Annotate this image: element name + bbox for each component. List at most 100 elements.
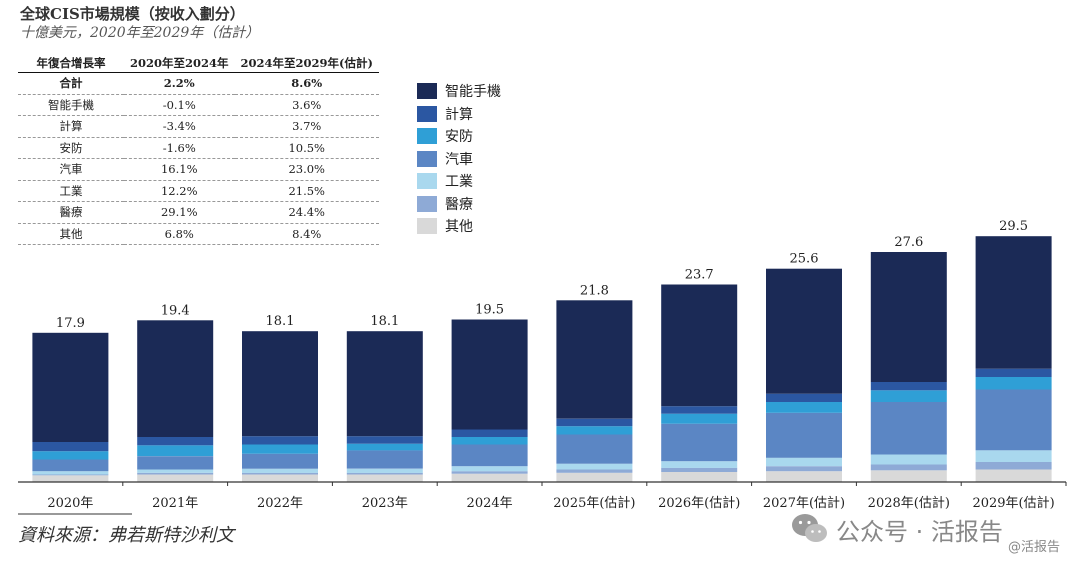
x-tick-label: 2028年(估計) bbox=[868, 495, 950, 511]
bar-segment bbox=[451, 466, 528, 472]
bar-segment bbox=[451, 471, 528, 474]
cagr-table-row: 計算 -3.4% 3.7% bbox=[18, 115, 379, 138]
legend-item: 計算 bbox=[417, 103, 501, 126]
watermark-text: 公众号 · 活报告 bbox=[836, 518, 1003, 546]
bar-segment bbox=[137, 320, 214, 437]
cagr-2024-2029-cell: 3.7% bbox=[234, 115, 379, 138]
legend-item: 智能手機 bbox=[417, 80, 501, 103]
cagr-2024-2029-cell: 23.0% bbox=[234, 158, 379, 181]
bar-total-label: 19.4 bbox=[161, 303, 190, 318]
bar-segment bbox=[766, 457, 842, 467]
legend-swatch bbox=[417, 105, 437, 122]
source-note: 資料來源：弗若斯特沙利文 bbox=[18, 525, 234, 546]
bar-segment bbox=[975, 450, 1052, 462]
legend-item: 其他 bbox=[417, 215, 501, 238]
cagr-2024-2029-cell: 3.6% bbox=[234, 94, 379, 116]
bar-total-label: 27.6 bbox=[894, 235, 923, 250]
cagr-2024-2029-cell: 10.5% bbox=[234, 137, 379, 159]
bar-segment bbox=[975, 462, 1052, 470]
legend-label: 工業 bbox=[445, 174, 473, 191]
bar-segment bbox=[661, 461, 738, 468]
legend-item: 汽車 bbox=[417, 148, 501, 171]
bar-segment bbox=[346, 443, 423, 451]
cagr-segment-cell: 安防 bbox=[18, 137, 124, 159]
legend-label: 智能手機 bbox=[445, 84, 501, 101]
legend-swatch bbox=[417, 173, 437, 190]
bar-segment bbox=[556, 418, 633, 427]
bar-segment bbox=[137, 437, 214, 446]
x-tick-label: 2020年 bbox=[47, 496, 93, 511]
bar-segment bbox=[766, 268, 842, 394]
x-tick-label: 2025年(估計) bbox=[553, 495, 635, 511]
bar-segment bbox=[870, 390, 947, 402]
legend-label: 其他 bbox=[445, 219, 473, 236]
bar-segment bbox=[766, 393, 842, 402]
bar-segment bbox=[137, 474, 214, 482]
bar-total-label: 18.1 bbox=[370, 314, 399, 329]
x-tick-label: 2022年 bbox=[257, 496, 303, 511]
bar-segment bbox=[242, 474, 318, 482]
cagr-table-row: 智能手機 -0.1% 3.6% bbox=[18, 94, 379, 116]
x-tick-label: 2027年(估計) bbox=[763, 495, 845, 511]
legend-item: 工業 bbox=[417, 170, 501, 193]
x-tick-label: 2021年 bbox=[152, 496, 198, 511]
cagr-segment-cell: 汽車 bbox=[18, 158, 124, 181]
bar-segment bbox=[32, 475, 109, 482]
cagr-segment-cell: 合計 bbox=[18, 72, 124, 95]
bar-segment bbox=[346, 468, 423, 473]
bar-segment bbox=[242, 444, 318, 454]
x-tick-label: 2026年(估計) bbox=[658, 495, 740, 511]
legend-label: 醫療 bbox=[445, 196, 473, 213]
bar-segment bbox=[346, 474, 423, 482]
bar-total-label: 29.5 bbox=[999, 219, 1028, 234]
x-tick-label: 2023年 bbox=[362, 496, 408, 511]
legend-swatch bbox=[417, 195, 437, 212]
cagr-2024-2029-cell: 21.5% bbox=[234, 180, 379, 202]
bar-total-label: 25.6 bbox=[790, 252, 819, 267]
cagr-segment-cell: 工業 bbox=[18, 180, 124, 202]
bar-total-label: 18.1 bbox=[266, 314, 295, 329]
bar-segment bbox=[346, 450, 423, 469]
bar-segment bbox=[556, 472, 633, 482]
bar-total-label: 19.5 bbox=[475, 303, 504, 318]
legend-label: 計算 bbox=[445, 106, 473, 123]
bar-segment bbox=[661, 284, 738, 407]
page-subtitle: 十億美元，2020年至2029年（估計） bbox=[20, 25, 260, 41]
bar-segment bbox=[975, 469, 1052, 482]
bar-segment bbox=[137, 445, 214, 457]
bar-segment bbox=[870, 470, 947, 482]
cagr-2024-2029-cell: 8.6% bbox=[234, 72, 379, 95]
chart-legend: 智能手機 計算 安防 汽車 工業 醫療 其他 bbox=[417, 80, 501, 238]
bar-segment bbox=[870, 464, 947, 471]
bar-segment bbox=[451, 319, 528, 430]
bar-segment bbox=[766, 402, 842, 413]
cagr-2020-2024-cell: -0.1% bbox=[124, 94, 235, 116]
cagr-table-row: 合計 2.2% 8.6% bbox=[18, 72, 379, 95]
bar-total-label: 17.9 bbox=[56, 316, 85, 331]
bar-segment bbox=[661, 472, 738, 482]
watermark-handle: @活报告 bbox=[1007, 540, 1060, 555]
bar-segment bbox=[32, 332, 109, 442]
bar-segment bbox=[346, 436, 423, 444]
cagr-table-row: 醫療 29.1% 24.4% bbox=[18, 201, 379, 224]
cagr-segment-cell: 醫療 bbox=[18, 201, 124, 224]
bar-segment bbox=[242, 331, 318, 437]
cagr-2020-2024-cell: 2.2% bbox=[124, 72, 235, 95]
bar-segment bbox=[451, 444, 528, 467]
bar-segment bbox=[556, 463, 633, 470]
legend-swatch bbox=[417, 83, 437, 100]
wechat-icon bbox=[792, 514, 827, 542]
cagr-2020-2024-cell: -1.6% bbox=[124, 137, 235, 159]
legend-swatch bbox=[417, 128, 437, 145]
cagr-2020-2024-cell: 16.1% bbox=[124, 158, 235, 181]
legend-item: 醫療 bbox=[417, 193, 501, 216]
bar-segment bbox=[32, 442, 109, 452]
bar-segment bbox=[556, 469, 633, 473]
cagr-table-header: 年復合增長率 2020年至2024年 2024年至2029年(估計) bbox=[18, 54, 379, 73]
bar-segment bbox=[975, 236, 1052, 369]
bar-segment bbox=[451, 429, 528, 437]
cagr-2020-2024-cell: 12.2% bbox=[124, 180, 235, 202]
bar-segment bbox=[346, 472, 423, 475]
cagr-table-row: 安防 -1.6% 10.5% bbox=[18, 137, 379, 159]
cagr-2020-2024-cell: -3.4% bbox=[124, 115, 235, 138]
